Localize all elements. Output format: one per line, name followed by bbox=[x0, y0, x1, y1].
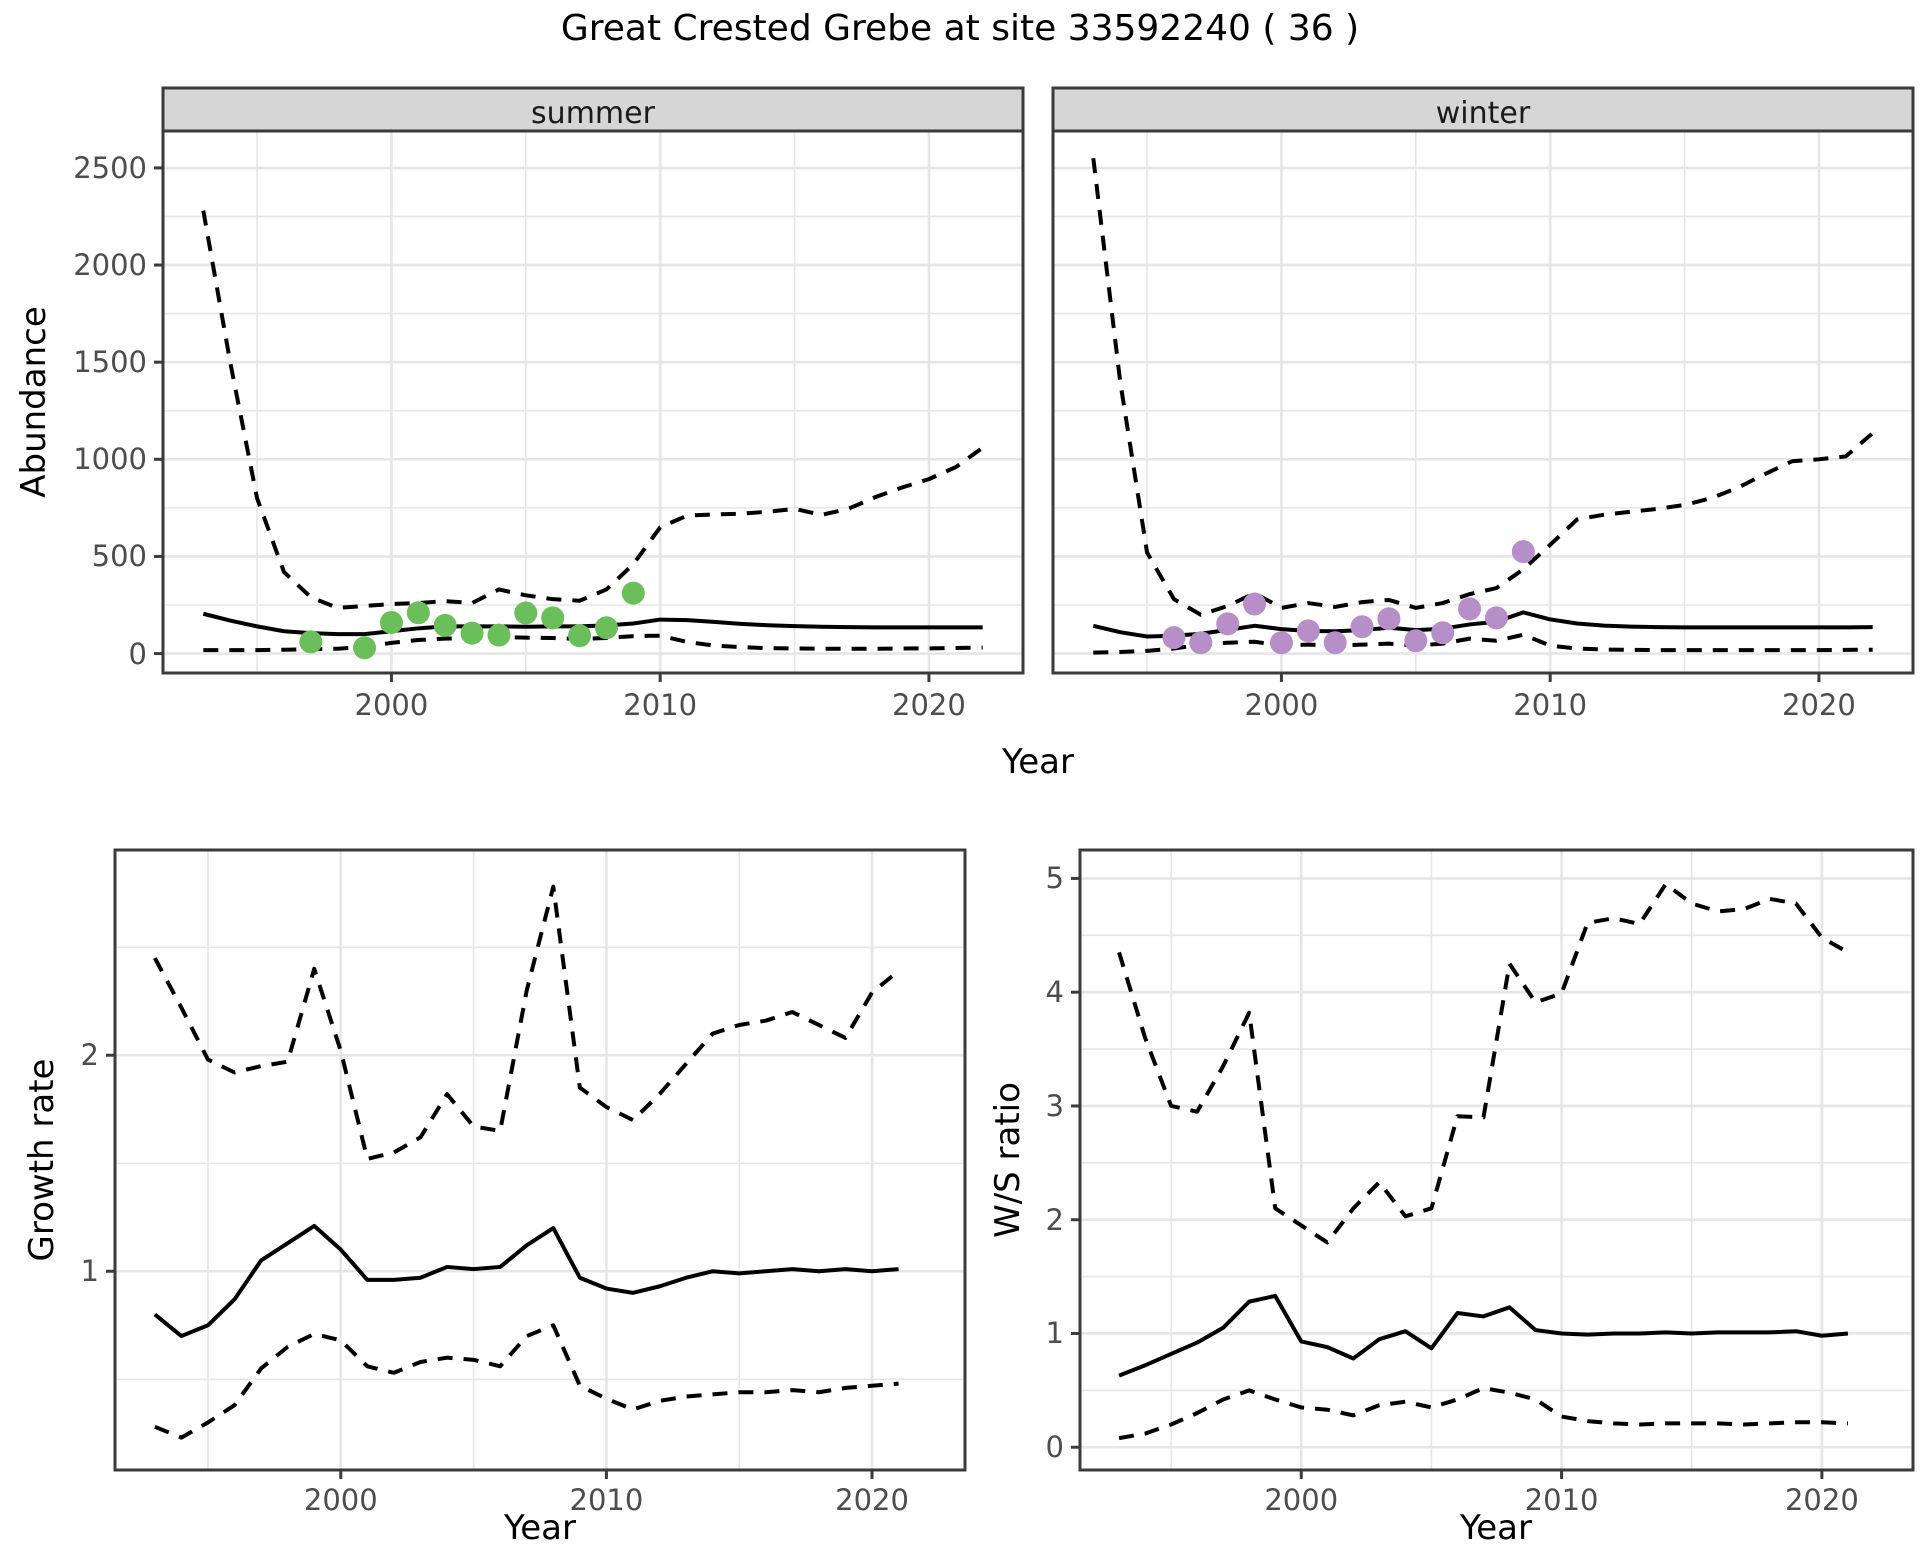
x-tick-label: 2000 bbox=[1244, 688, 1319, 722]
panel-background bbox=[1053, 131, 1913, 673]
data-point bbox=[1431, 621, 1455, 645]
data-point bbox=[379, 610, 403, 634]
y-tick-label: 1 bbox=[80, 1254, 99, 1289]
data-point bbox=[1458, 597, 1482, 621]
y-axis-title-abundance: Abundance bbox=[14, 306, 54, 498]
data-point bbox=[1216, 612, 1240, 636]
data-point bbox=[1404, 629, 1428, 653]
series-mean bbox=[202, 611, 983, 637]
series-upper_ci bbox=[1091, 157, 1874, 617]
data-point bbox=[1296, 619, 1320, 643]
facet-strip-summer: summer bbox=[531, 96, 655, 131]
plot-title: Great Crested Grebe at site 33592240 ( 3… bbox=[560, 8, 1360, 49]
series-lower_ci bbox=[1118, 1386, 1849, 1441]
data-point bbox=[1269, 631, 1293, 655]
y-tick-label: 2000 bbox=[73, 248, 147, 283]
facet-strip bbox=[1051, 86, 1915, 133]
data-point bbox=[299, 630, 323, 654]
series-lower_ci bbox=[203, 633, 983, 653]
data-point bbox=[1511, 540, 1535, 564]
y-tick-label: 1 bbox=[1045, 1316, 1064, 1351]
x-axis-title-year-top: Year bbox=[1002, 742, 1074, 782]
data-point bbox=[1350, 615, 1374, 639]
x-tick-label: 2020 bbox=[835, 1483, 909, 1517]
x-tick-label: 2000 bbox=[1264, 1483, 1339, 1517]
data-point bbox=[1162, 626, 1186, 650]
x-axis-title-year-bottom-right: Year bbox=[1460, 1508, 1532, 1548]
panel-growth_rate bbox=[106, 848, 967, 1479]
x-tick-label: 2010 bbox=[1513, 688, 1588, 722]
series-lower_ci bbox=[154, 1323, 899, 1440]
x-tick-label: 2020 bbox=[1784, 1483, 1859, 1517]
panel-border bbox=[113, 848, 967, 1472]
data-point bbox=[460, 621, 484, 645]
x-axis-title-year-bottom-left: Year bbox=[504, 1508, 576, 1548]
series-mean bbox=[153, 1223, 899, 1339]
y-tick-label: 1000 bbox=[73, 442, 147, 477]
y-tick-label: 0 bbox=[1045, 1430, 1064, 1465]
y-tick-label: 5 bbox=[1045, 861, 1064, 896]
panel-background bbox=[115, 850, 965, 1470]
y-tick-label: 3 bbox=[1045, 1088, 1064, 1123]
x-tick-label: 2000 bbox=[354, 688, 429, 722]
data-point bbox=[568, 624, 592, 648]
panel-abundance_summer bbox=[154, 86, 1025, 682]
panel-background bbox=[163, 131, 1023, 673]
y-tick-label: 2 bbox=[1045, 1202, 1064, 1237]
y-tick-label: 2 bbox=[80, 1038, 99, 1073]
y-tick-label: 2500 bbox=[73, 150, 147, 185]
series-lower_ci bbox=[1093, 632, 1873, 655]
data-point bbox=[1323, 631, 1347, 655]
y-axis-title-growth-rate: Growth rate bbox=[22, 1058, 62, 1262]
data-point bbox=[621, 581, 645, 605]
series-upper_ci bbox=[1117, 882, 1849, 1245]
data-point bbox=[353, 636, 377, 660]
y-axis-title-ws-ratio: W/S ratio bbox=[988, 1082, 1028, 1238]
series-upper_ci bbox=[201, 210, 984, 610]
x-tick-label: 2020 bbox=[892, 688, 966, 722]
x-tick-label: 2010 bbox=[623, 688, 698, 722]
panel-border bbox=[1078, 848, 1915, 1472]
series-mean bbox=[1118, 1293, 1849, 1378]
y-tick-label: 500 bbox=[91, 539, 147, 574]
panel-abundance_winter bbox=[1051, 86, 1915, 682]
panel-background bbox=[1080, 850, 1913, 1470]
data-point bbox=[594, 616, 618, 640]
x-tick-label: 2010 bbox=[1524, 1483, 1599, 1517]
data-point bbox=[1377, 607, 1401, 631]
panel-ws_ratio bbox=[1071, 848, 1915, 1479]
y-tick-label: 4 bbox=[1045, 975, 1064, 1010]
data-point bbox=[406, 601, 430, 625]
x-tick-label: 2010 bbox=[569, 1483, 644, 1517]
data-point bbox=[1189, 631, 1213, 655]
y-tick-label: 0 bbox=[128, 636, 147, 671]
data-point bbox=[1484, 606, 1508, 630]
x-tick-label: 2000 bbox=[303, 1483, 378, 1517]
data-point bbox=[514, 601, 538, 625]
series-upper_ci bbox=[153, 884, 900, 1161]
data-point bbox=[487, 623, 511, 647]
data-point bbox=[1243, 592, 1267, 616]
x-tick-label: 2020 bbox=[1782, 688, 1856, 722]
facet-strip-winter: winter bbox=[1435, 96, 1531, 131]
data-point bbox=[433, 613, 457, 637]
y-tick-label: 1500 bbox=[73, 345, 147, 380]
facet-strip bbox=[161, 86, 1025, 133]
data-point bbox=[541, 606, 565, 630]
